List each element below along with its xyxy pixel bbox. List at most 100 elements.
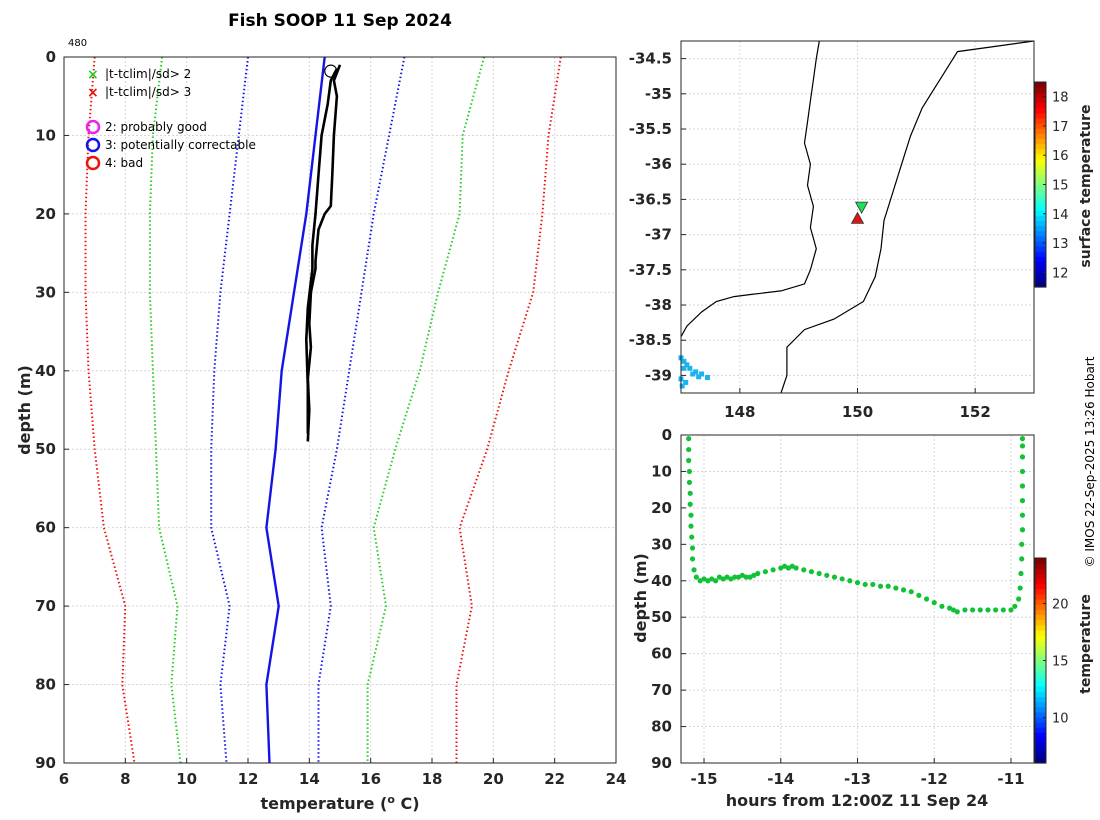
legend-flag2: |t-tclim|/sd> 2: [105, 67, 191, 81]
section-colorbar: 10 15 20 temperature: [1034, 557, 1094, 764]
section-point: [1019, 436, 1026, 442]
section-xlabel: hours from 12:00Z 11 Sep 24: [726, 791, 988, 810]
section-colorbar-segment: [1035, 696, 1046, 703]
section-colorbar-segment: [1035, 568, 1046, 574]
section-point: [693, 574, 699, 580]
map-xtick-label: 148: [724, 403, 755, 421]
section-point: [831, 574, 838, 580]
map-colorbar-segment: [1035, 102, 1046, 109]
map-coastline: [680, 40, 820, 337]
profile-frame: [63, 56, 617, 764]
profile-series: [84, 56, 562, 764]
profile-series-line: [210, 56, 249, 764]
map-colorbar-segment: [1035, 117, 1046, 124]
section-point: [839, 576, 845, 582]
map-ytick-label: -36.5: [629, 190, 672, 208]
map-colorbar-segment: [1035, 179, 1046, 186]
section-colorbar-segment: [1035, 588, 1046, 595]
map-colorbar-segment: [1035, 107, 1046, 114]
section-colorbar-segment: [1035, 599, 1046, 605]
map-colorbar-tick-label: 18: [1052, 91, 1069, 106]
map-colorbar-segment: [1035, 251, 1046, 257]
section-colorbar-segment: [1035, 686, 1046, 692]
flag3-cross-icon: ×: [87, 85, 99, 101]
section-colorbar-segment: [1035, 660, 1046, 667]
section-point: [712, 578, 719, 584]
map-colorbar-tick-label: 16: [1052, 149, 1069, 164]
section-point: [1017, 585, 1023, 591]
section-point: [1008, 607, 1014, 613]
map-points: [850, 201, 869, 224]
profile-xtick-label: 14: [299, 770, 320, 788]
section-xtick-label: -14: [767, 770, 794, 788]
legend-qc4: 4: bad: [105, 156, 143, 170]
section-point: [954, 609, 960, 615]
profile-ytick-label: 30: [35, 283, 56, 301]
map-panel: 148 150 152 -34.5 -35 -35.5 -36 -36.5 -37 -37.5 -3…: [629, 40, 1094, 421]
section-colorbar-segment: [1035, 640, 1046, 646]
map-ticks: 148 150 152 -34.5 -35 -35.5 -36 -36.5 -37 -37.5 -3…: [629, 50, 991, 421]
section-point: [885, 583, 891, 589]
profile-ytick-label: 40: [35, 362, 56, 380]
map-ytick-label: -34.5: [629, 50, 672, 68]
section-point: [931, 600, 937, 606]
profile-xtick-label: 6: [59, 770, 69, 788]
map-colorbar-segment: [1035, 189, 1046, 196]
section-colorbar-segment: [1035, 681, 1046, 687]
section-point: [847, 578, 853, 584]
profile-ytick-label: 50: [35, 440, 56, 458]
section-colorbar-label: temperature: [1078, 594, 1094, 694]
map-colorbar-segment: [1035, 194, 1046, 201]
section-point: [962, 607, 968, 613]
section-point: [686, 457, 692, 464]
profile-ytick-label: 20: [35, 205, 56, 223]
section-point: [691, 567, 697, 573]
section-point: [977, 607, 983, 613]
map-ytick-label: -36: [645, 155, 672, 173]
section-ytick-label: 0: [662, 426, 672, 444]
section-colorbar-segment: [1035, 711, 1046, 718]
section-point: [1019, 454, 1026, 460]
profile-xtick-label: 22: [544, 770, 565, 788]
section-colorbar-segment: [1035, 558, 1046, 564]
profile-ticks: 6 8 10 12 14 16 18 20 22 24 0 10 20 30 40 50 60 70 80 90: [35, 48, 626, 788]
section-colorbar-segment: [1035, 624, 1046, 631]
section-colorbar-segment: [1035, 742, 1046, 749]
section-xtick-label: -12: [921, 770, 948, 788]
section-colorbar-segment: [1035, 583, 1046, 590]
section-colorbar-segment: [1035, 757, 1046, 764]
profile-xtick-label: 18: [422, 770, 443, 788]
map-colorbar-segment: [1035, 205, 1046, 211]
map-ytick-label: -35: [645, 85, 672, 103]
profile-xlabel-tail: C): [395, 794, 420, 813]
profile-ytick-label: 70: [35, 597, 56, 615]
section-colorbar-segment: [1035, 701, 1046, 708]
profile-xtick-label: 12: [238, 770, 259, 788]
profile-id: 480: [68, 38, 87, 49]
qc2-circle-icon: [85, 119, 101, 135]
section-point: [816, 570, 822, 577]
section-grid: [681, 434, 1034, 764]
map-colorbar-segment: [1035, 235, 1046, 242]
section-point: [689, 556, 696, 562]
map-colorbar-segment: [1035, 174, 1046, 180]
profile-xlabel-main: temperature (: [260, 794, 387, 813]
map-ytick-label: -38: [645, 296, 672, 314]
map-colorbar-segment: [1035, 240, 1046, 247]
section-point: [686, 436, 692, 442]
map-colorbar-tick-label: 13: [1052, 237, 1069, 252]
section-point: [923, 596, 930, 602]
map-colorbar-segment: [1035, 92, 1046, 98]
map-cyan-cell: [699, 371, 705, 377]
section-ytick-label: 60: [651, 645, 672, 663]
section-point: [908, 589, 914, 595]
map-colorbar-segment: [1035, 261, 1046, 268]
figure-title: Fish SOOP 11 Sep 2024: [228, 11, 452, 31]
map-shelf-edge: [780, 40, 1035, 394]
section-point: [686, 468, 693, 475]
map-cyan-cell: [696, 374, 702, 380]
map-colorbar-tick-label: 14: [1052, 208, 1069, 223]
map-lines: [680, 40, 1035, 394]
section-point: [686, 479, 693, 485]
legend-flag3: |t-tclim|/sd> 3: [105, 85, 191, 99]
